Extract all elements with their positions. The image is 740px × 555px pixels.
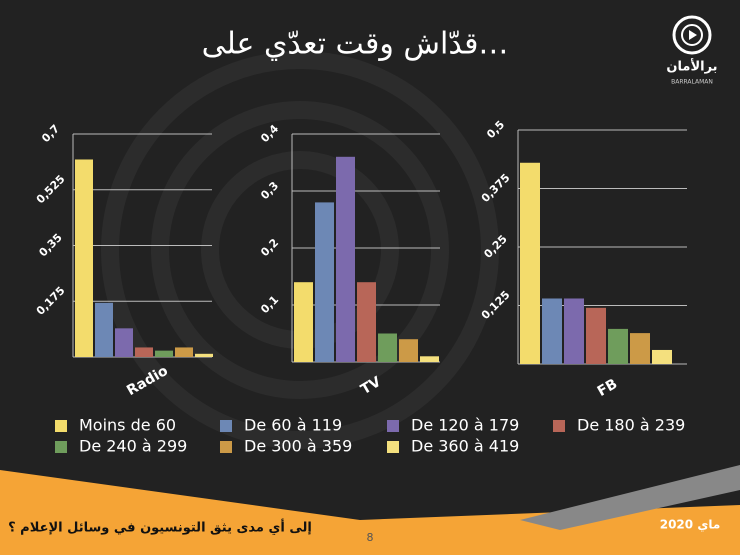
bar — [95, 302, 113, 357]
legend-label: De 300 à 359 — [244, 437, 352, 456]
bar — [608, 328, 628, 364]
legend-label: De 360 à 419 — [411, 437, 519, 456]
date: ماي 2020 — [660, 518, 721, 532]
page-number: 8 — [367, 531, 374, 544]
bar — [155, 350, 173, 357]
legend-swatch — [55, 441, 67, 453]
bar — [294, 282, 313, 362]
footer-band — [0, 470, 740, 555]
bar — [630, 333, 650, 364]
legend-swatch — [387, 420, 399, 432]
bar — [135, 347, 153, 357]
bar — [586, 307, 606, 364]
bar — [357, 282, 376, 362]
logo-text: برالأمان — [666, 58, 717, 75]
legend-swatch — [220, 441, 232, 453]
legend-swatch — [55, 420, 67, 432]
logo: برالأمان BARRALAMAN — [666, 15, 718, 86]
legend-swatch — [553, 420, 565, 432]
bar — [115, 328, 133, 357]
slide-title: قدّاش وقت تعدّي على… — [202, 27, 509, 62]
bar — [520, 162, 540, 364]
bar — [420, 356, 439, 362]
legend-label: De 60 à 119 — [244, 416, 342, 435]
logo-subtext: BARRALAMAN — [671, 79, 713, 86]
legend-swatch — [220, 420, 232, 432]
bar — [399, 339, 418, 362]
footer-stripe — [520, 465, 740, 530]
bar — [564, 298, 584, 364]
bar — [542, 298, 562, 364]
bar — [378, 333, 397, 362]
bar — [336, 156, 355, 362]
bar — [75, 159, 93, 357]
bar — [195, 353, 213, 357]
legend-swatch — [387, 441, 399, 453]
bar — [652, 349, 672, 364]
legend-label: De 180 à 239 — [577, 416, 685, 435]
legend-label: De 120 à 179 — [411, 416, 519, 435]
legend-label: De 240 à 299 — [79, 437, 187, 456]
bar — [175, 347, 193, 357]
legend-label: Moins de 60 — [79, 416, 176, 435]
bar — [315, 202, 334, 362]
footer-question: إلى أي مدى يثق التونسيون في وسائل الإعلا… — [8, 519, 312, 536]
